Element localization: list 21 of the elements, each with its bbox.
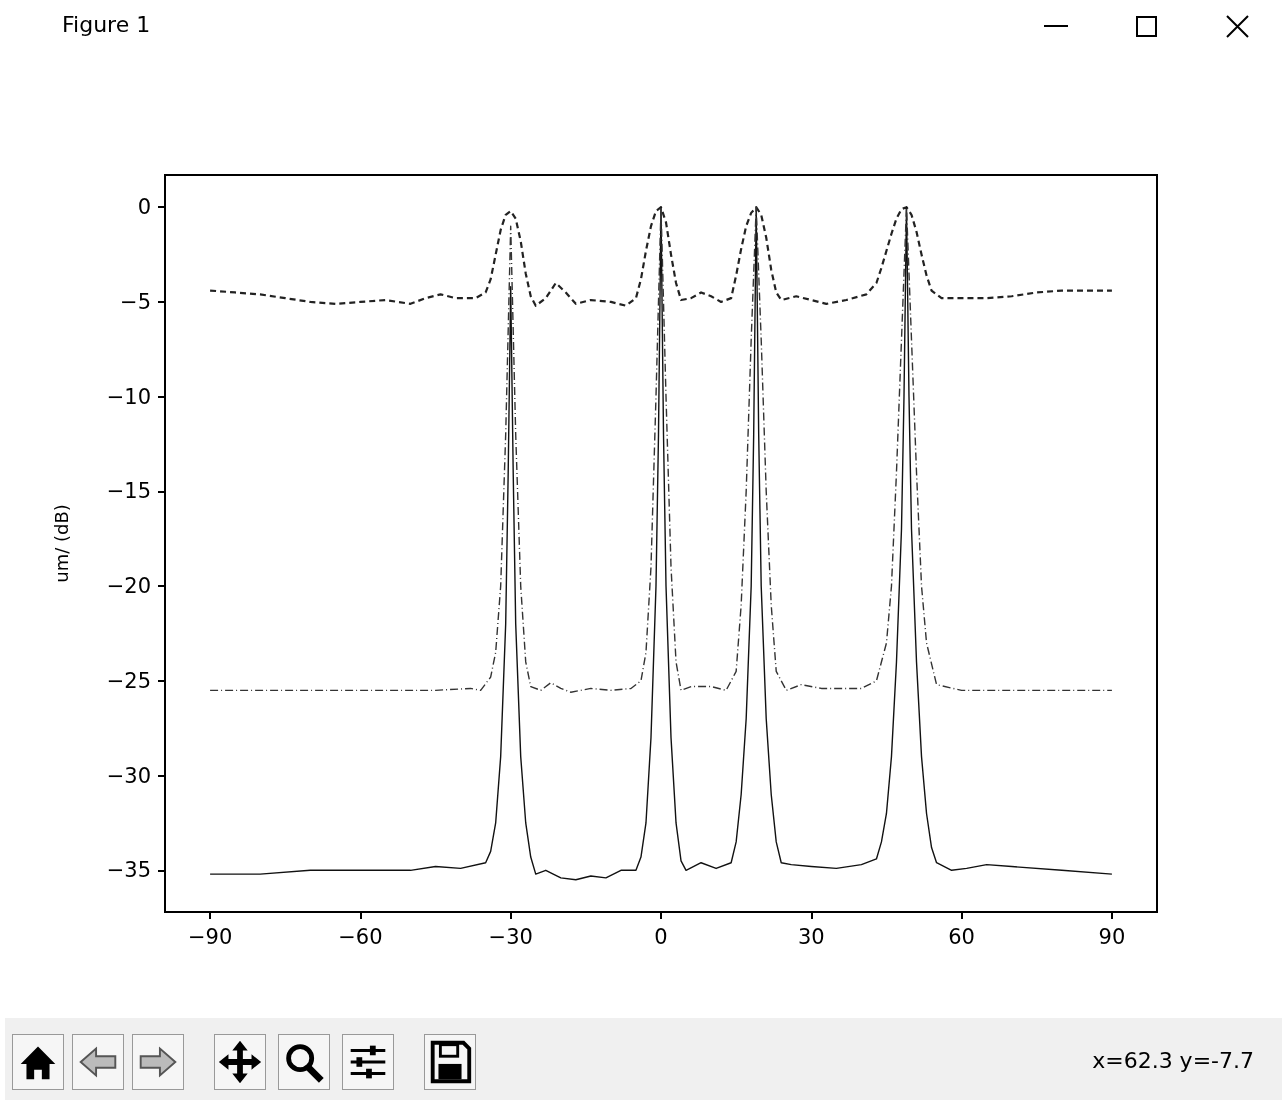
line-series [208,206,1114,307]
line-series [209,206,1113,693]
x-tick-label: 90 [1098,924,1126,949]
y-tick-label: −25 [106,668,151,693]
y-axis-title: um/ (dB) [50,504,72,583]
y-tick-label: −15 [106,479,151,504]
x-tick-label: −90 [187,924,233,949]
x-tick-label: 30 [797,924,825,949]
y-tick-label: −5 [120,289,151,314]
x-tick-label: −60 [338,924,383,949]
caption: Figure 1 [62,12,151,37]
x-tick-label: −30 [488,924,533,949]
text: x=62.3 y=-7.7 [1092,1048,1254,1073]
y-tick-label: −30 [106,763,151,788]
line-series [209,206,1113,881]
y-tick-label: −10 [106,384,151,409]
x-tick-label: 0 [654,924,668,949]
y-tick-label: −35 [106,858,151,883]
y-tick-label: −20 [106,574,151,599]
y-tick-label: 0 [137,195,151,220]
x-tick-label: 60 [948,924,975,949]
